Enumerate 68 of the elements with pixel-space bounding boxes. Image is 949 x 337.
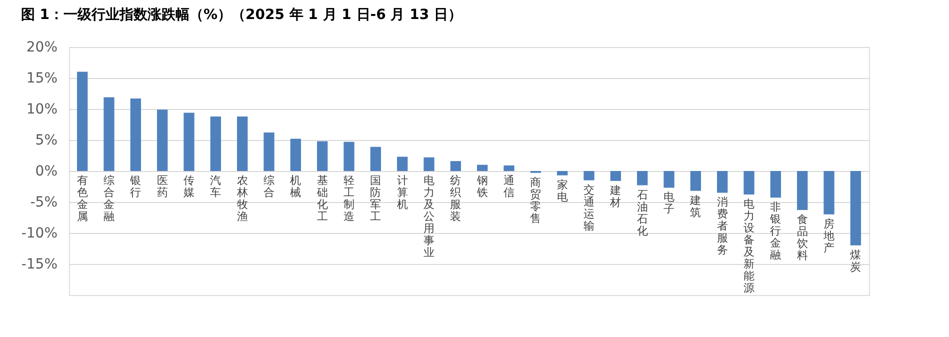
y-tick-label: -10%	[21, 226, 58, 242]
x-tick-label: 传媒	[184, 174, 194, 199]
bar	[424, 157, 434, 171]
bar	[664, 171, 674, 188]
bar	[797, 171, 808, 210]
x-tick-label: 房地产	[822, 217, 834, 254]
x-tick-label: 交通运输	[584, 183, 594, 232]
x-tick-label: 基础化工	[316, 174, 328, 223]
x-tick-label: 家电	[556, 178, 568, 204]
bar	[264, 132, 274, 171]
x-tick-label: 国防军工	[370, 174, 382, 223]
y-tick-label: -15%	[21, 256, 58, 272]
y-tick-label: 20%	[26, 40, 58, 56]
y-tick-label: 15%	[26, 70, 58, 86]
bar	[504, 165, 514, 171]
bar	[690, 171, 701, 191]
bar	[824, 171, 834, 214]
bar	[770, 171, 781, 198]
x-tick-label: 通信	[504, 174, 514, 199]
bar	[397, 156, 408, 171]
bar	[130, 98, 141, 171]
y-tick-label: 10%	[26, 102, 58, 118]
bar	[184, 112, 194, 171]
x-tick-label: 消费者服务	[716, 196, 728, 257]
x-tick-label: 有色金属	[76, 174, 88, 223]
bar	[477, 164, 488, 171]
bar	[850, 171, 861, 246]
x-tick-label: 建筑	[689, 194, 702, 219]
bar	[290, 138, 301, 171]
x-tick-label: 计算机	[396, 174, 408, 211]
y-tick-label: 0%	[35, 164, 58, 180]
x-tick-label: 食品饮料	[796, 213, 808, 262]
x-tick-label: 石油石化	[636, 188, 648, 238]
bar	[210, 116, 221, 171]
x-tick-label: 建材	[609, 184, 622, 209]
x-tick-label: 电力设备及新能源	[744, 198, 754, 295]
x-tick-label: 农林牧渔	[236, 174, 248, 223]
y-tick-label: 5%	[35, 132, 58, 148]
x-tick-label: 轻工制造	[344, 174, 354, 223]
bar	[584, 171, 594, 180]
x-tick-label: 汽车	[210, 174, 222, 199]
x-tick-label: 银行	[129, 174, 142, 199]
x-tick-label: 电力及公用事业	[424, 174, 434, 259]
bar	[744, 171, 754, 195]
bar	[344, 142, 354, 171]
bar	[610, 171, 621, 181]
bar	[104, 97, 114, 171]
x-tick-label: 煤炭	[850, 248, 862, 274]
bar	[370, 146, 381, 171]
y-tick-label: -5%	[30, 194, 58, 210]
x-tick-label: 医药	[156, 174, 168, 199]
bar	[237, 116, 248, 171]
bar	[717, 171, 728, 193]
x-tick-label: 纺织服装	[450, 174, 462, 223]
x-tick-label: 综合	[264, 174, 274, 199]
bar	[557, 171, 568, 176]
bar	[637, 171, 648, 186]
x-tick-label: 机械	[290, 174, 302, 199]
x-tick-label: 钢铁	[476, 174, 488, 199]
bar	[450, 161, 461, 171]
x-tick-label: 商贸零售	[530, 176, 542, 225]
chart-title: 图 1：一级行业指数涨跌幅（%）（2025 年 1 月 1 日-6 月 13 日）	[20, 7, 462, 23]
bar	[157, 110, 168, 171]
x-tick-label: 非银行金融	[769, 200, 782, 262]
x-tick-label: 电子	[664, 190, 674, 216]
bar	[317, 141, 328, 171]
bar	[77, 72, 88, 171]
x-tick-label: 综合金融	[104, 174, 114, 223]
